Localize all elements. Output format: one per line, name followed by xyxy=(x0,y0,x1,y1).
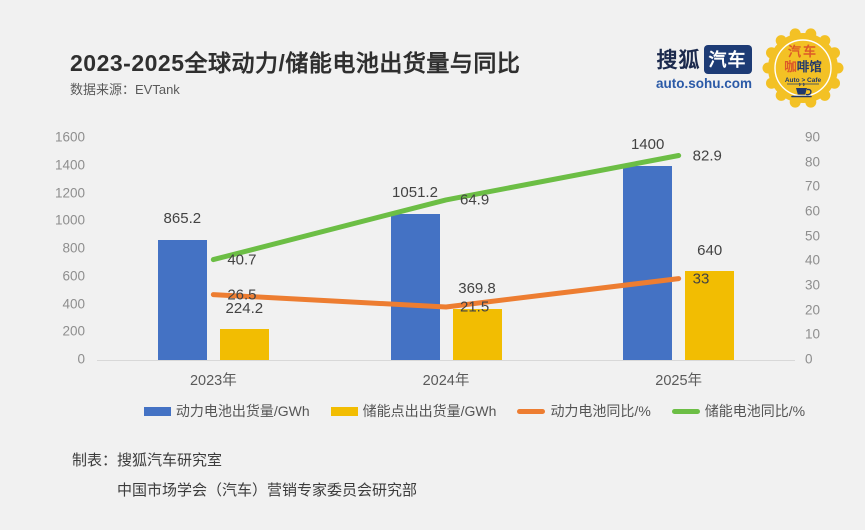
legend-label: 储能点出出货量/GWh xyxy=(362,403,497,419)
legend-item: 储能点出出货量/GWh xyxy=(330,401,497,421)
x-axis-line xyxy=(97,360,795,361)
bar-value-label: 1400 xyxy=(630,135,665,153)
badge-text-line3: Auto > Cafe xyxy=(785,77,822,84)
legend-swatch xyxy=(671,408,700,414)
footer-credits: 制表： 搜狐汽车研究室 中国市场学会（汽车）营销专家委员会研究部 xyxy=(72,449,417,509)
data-source-label: 数据来源：EVTank xyxy=(70,82,180,97)
category-label: 2023年 xyxy=(189,373,237,389)
line-value-label: 64.9 xyxy=(460,191,490,209)
bar-storage-battery xyxy=(452,308,502,360)
page-title: 2023-2025全球动力/储能电池出货量与同比 xyxy=(70,50,521,76)
right-axis-tick: 90 xyxy=(805,129,821,145)
footer-lines: 搜狐汽车研究室 中国市场学会（汽车）营销专家委员会研究部 xyxy=(117,449,417,509)
legend-label: 动力电池同比/% xyxy=(550,403,651,419)
footer-line1: 搜狐汽车研究室 xyxy=(117,452,223,469)
bar-value-label: 1051.2 xyxy=(392,184,438,202)
badge-text-line1: 汽车 xyxy=(788,44,818,59)
right-axis-tick: 80 xyxy=(805,154,821,170)
bar-value-label: 640 xyxy=(697,242,723,260)
right-axis-tick: 10 xyxy=(805,326,821,342)
sohu-auto-logo: 搜狐 汽车 auto.sohu.com xyxy=(649,44,759,91)
bar-value-label: 224.2 xyxy=(225,299,264,317)
coffee-cup-icon xyxy=(791,82,812,98)
right-axis-tick: 30 xyxy=(805,277,821,293)
sohu-domain-text: auto.sohu.com xyxy=(655,76,752,91)
left-axis-tick: 1600 xyxy=(54,129,85,145)
line-value-label: 21.5 xyxy=(460,298,490,316)
legend-swatch xyxy=(330,406,358,416)
bar-storage-battery xyxy=(219,328,269,360)
bar-power-battery xyxy=(623,165,673,360)
badge-text-line2: 咖啡馆 xyxy=(784,59,822,74)
right-axis-tick: 70 xyxy=(805,178,821,194)
left-axis-tick: 200 xyxy=(62,323,85,339)
category-label: 2025年 xyxy=(655,373,703,389)
sohu-text: 搜狐 xyxy=(656,49,701,72)
left-axis-tick: 1200 xyxy=(54,185,85,200)
line-storage-yoy xyxy=(210,153,682,263)
badge-circle xyxy=(768,33,838,103)
left-axis-tick: 600 xyxy=(62,268,85,284)
bar-storage-battery xyxy=(685,271,735,360)
left-axis-tick: 800 xyxy=(62,240,85,256)
left-axis-tick: 0 xyxy=(77,351,85,367)
legend-swatch xyxy=(143,406,171,416)
chart-legend: 动力电池出货量/GWh 储能点出出货量/GWh 动力电池同比/% 储能电池同比/% xyxy=(42,401,865,421)
legend-label: 储能电池同比/% xyxy=(704,403,806,419)
line-value-label: 33 xyxy=(692,270,710,288)
line-value-label: 40.7 xyxy=(227,251,257,269)
footer-line2: 中国市场学会（汽车）营销专家委员会研究部 xyxy=(117,482,418,499)
line-power-yoy xyxy=(210,276,682,310)
legend-label: 动力电池出货量/GWh xyxy=(175,403,310,419)
right-axis-tick: 50 xyxy=(805,228,821,244)
footer-label: 制表： xyxy=(72,452,118,469)
left-axis-tick: 1400 xyxy=(54,157,85,173)
left-axis-tick: 400 xyxy=(62,296,85,311)
right-axis-tick: 40 xyxy=(805,252,821,268)
auto-badge-text: 汽车 xyxy=(703,44,752,74)
category-label: 2024年 xyxy=(422,373,470,389)
right-axis-tick: 20 xyxy=(805,302,821,318)
bar-value-label: 865.2 xyxy=(163,209,202,227)
bar-power-battery xyxy=(390,214,440,360)
right-axis-tick: 60 xyxy=(805,203,821,219)
bar-value-label: 369.8 xyxy=(458,279,496,297)
line-value-label: 82.9 xyxy=(692,147,722,164)
legend-item: 储能电池同比/% xyxy=(671,401,806,421)
right-axis-tick: 0 xyxy=(805,351,813,367)
left-axis-tick: 1000 xyxy=(54,212,85,228)
legend-item: 动力电池出货量/GWh xyxy=(143,401,310,421)
auto-cafe-badge: 汽车 咖啡馆 Auto > Cafe xyxy=(762,28,844,108)
sohu-wordmark: 搜狐 汽车 xyxy=(649,44,759,74)
bar-power-battery xyxy=(157,239,207,360)
legend-item: 动力电池同比/% xyxy=(517,401,651,421)
legend-swatch xyxy=(517,408,546,414)
line-value-label: 26.5 xyxy=(227,286,257,304)
